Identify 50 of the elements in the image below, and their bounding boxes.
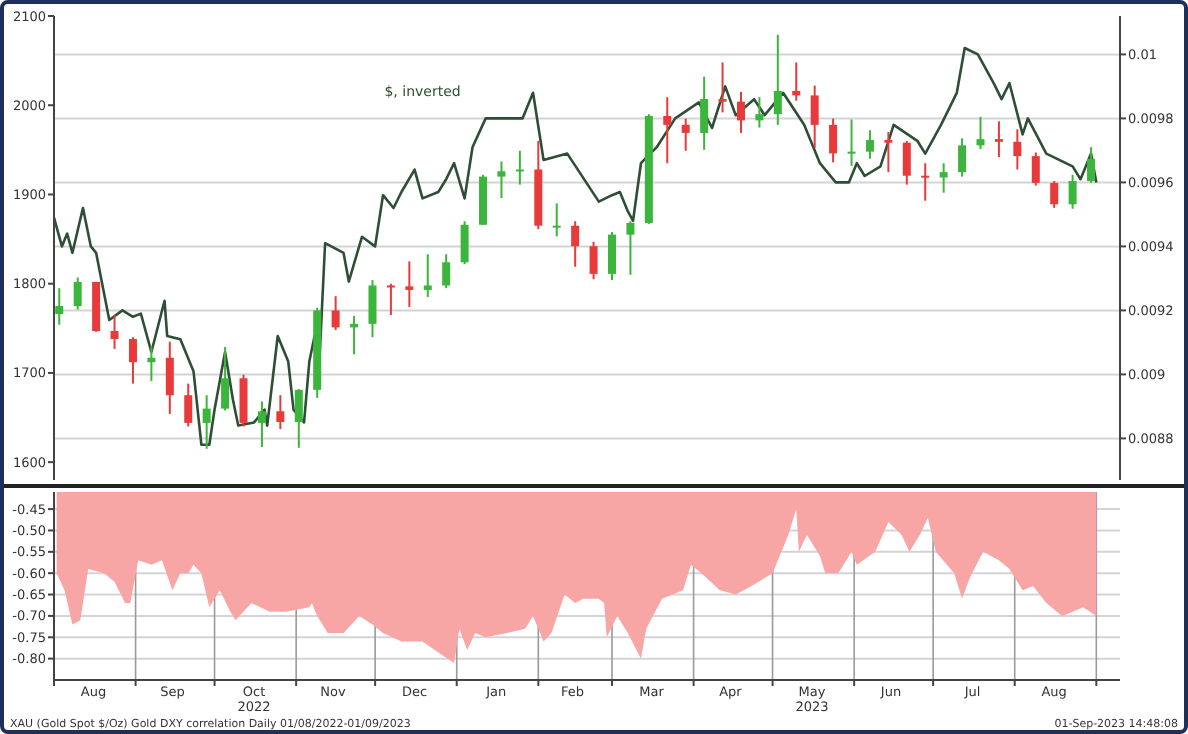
candlestick — [257, 400, 266, 448]
candlestick — [626, 220, 635, 276]
candlestick — [386, 282, 395, 316]
candlestick — [1013, 128, 1022, 171]
candlestick — [202, 394, 211, 450]
candlestick — [405, 260, 414, 308]
candlestick — [110, 313, 119, 350]
candlestick — [865, 129, 874, 160]
candlestick — [552, 202, 561, 238]
candlestick — [515, 149, 524, 186]
candlestick — [276, 394, 285, 431]
candlestick — [184, 382, 193, 428]
candlestick — [423, 253, 432, 299]
candlestick — [294, 387, 303, 449]
candlestick — [736, 90, 745, 134]
candlestick — [939, 162, 948, 194]
candlestick — [810, 84, 819, 150]
candlestick — [902, 139, 911, 186]
candlestick — [497, 160, 506, 200]
candlestick — [681, 117, 690, 152]
candlestick — [368, 279, 377, 339]
candlestick — [460, 220, 469, 266]
candlestick — [442, 253, 451, 290]
candlestick — [958, 137, 967, 178]
candlestick — [589, 240, 598, 281]
candlestick — [773, 33, 782, 126]
candlestick — [718, 61, 727, 114]
candlestick — [128, 336, 137, 385]
candlestick — [571, 220, 580, 268]
candlestick — [976, 115, 985, 150]
candlestick — [755, 96, 764, 129]
candlestick — [239, 373, 248, 428]
candlestick — [165, 340, 174, 415]
candlestick — [700, 75, 709, 151]
candlestick — [1068, 173, 1077, 210]
candlestick — [1087, 146, 1096, 184]
candlestick — [847, 118, 856, 167]
candlestick — [663, 96, 672, 165]
candlestick — [608, 230, 616, 282]
candlestick — [884, 131, 893, 174]
candlestick — [55, 287, 64, 326]
candlestick — [73, 276, 82, 311]
candlestick — [221, 346, 230, 412]
candlestick — [921, 162, 930, 202]
candlestick — [829, 117, 838, 164]
candlestick — [994, 120, 1003, 158]
line-series — [54, 46, 1098, 447]
candlestick — [1031, 151, 1040, 187]
candlestick — [331, 295, 340, 332]
candlestick — [1050, 180, 1059, 209]
